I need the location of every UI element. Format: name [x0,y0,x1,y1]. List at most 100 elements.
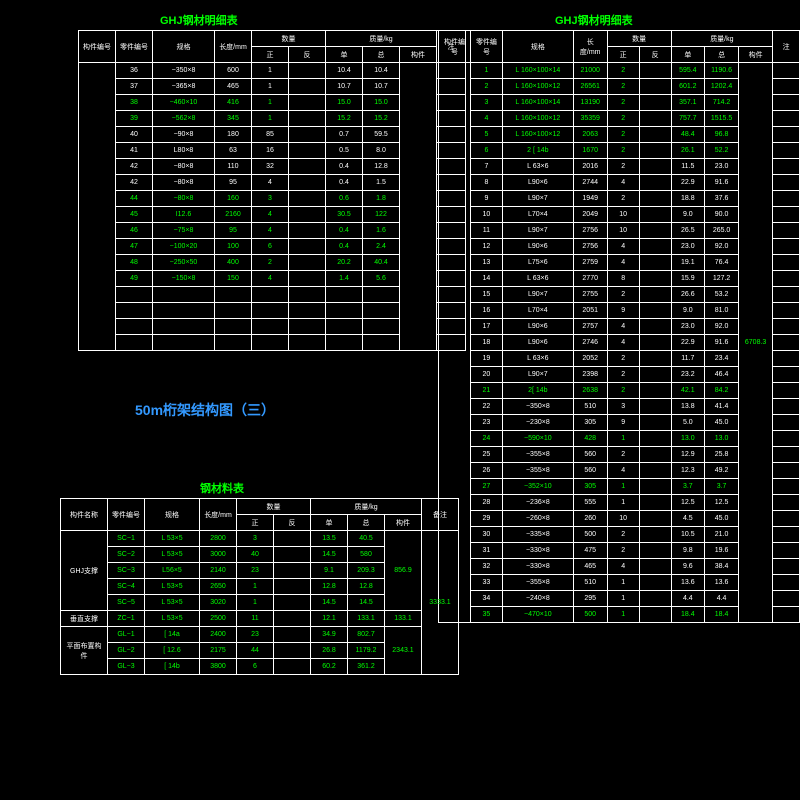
cell-n [274,611,311,627]
cell-u: 42.1 [671,383,704,399]
cell-spec: L70×4 [502,303,573,319]
cell-n [289,239,326,255]
cell-p: 4 [607,335,639,351]
cell-empty [289,287,326,303]
cell-len: 2400 [200,627,237,643]
cell-u: 11.7 [671,351,704,367]
cell-len: 150 [215,271,252,287]
cell-t: 3.7 [705,479,739,495]
cell-u: 0.4 [326,223,363,239]
cell-u: 3.7 [671,479,704,495]
cell-p: 2 [607,143,639,159]
cell-p: 1 [607,431,639,447]
cell-empty [363,319,400,335]
cell-len: 2755 [573,287,607,303]
cell-u: 4.4 [671,591,704,607]
cell-empty [153,319,215,335]
cell-id: 14 [470,271,502,287]
cell-spec: L90×7 [502,191,573,207]
cell-len: 35359 [573,111,607,127]
cell-n [289,63,326,79]
h-comp: 构件 [400,47,437,63]
cell-u: 18.8 [671,191,704,207]
h-length: 长度/mm [573,31,607,63]
cell-p: 16 [252,143,289,159]
cell-t: 46.4 [705,367,739,383]
cell-p: 4 [607,319,639,335]
cell-id: 39 [116,111,153,127]
cell-note [773,495,800,511]
cell-p: 4 [607,239,639,255]
cell-t: 1179.2 [348,643,385,659]
cell-p: 2 [252,255,289,271]
cell-spec: [ 14b [145,659,200,675]
cell-u: 12.5 [671,495,704,511]
cell-n [289,207,326,223]
cell-p: 85 [252,127,289,143]
cell-id: 16 [470,303,502,319]
cell-p: 4 [607,559,639,575]
cell-n [639,271,671,287]
table3-title: 钢材料表 [200,480,244,496]
cell-id: 20 [470,367,502,383]
cell-n [289,223,326,239]
cell-n [274,643,311,659]
cell-t: 53.2 [705,287,739,303]
cell-u: 5.0 [671,415,704,431]
cell-u: 595.4 [671,63,704,79]
cell-t: 12.8 [363,159,400,175]
h-total: 总 [348,515,385,531]
h-pos: 正 [237,515,274,531]
cell-spec: L 160×100×14 [502,63,573,79]
cell-note [773,175,800,191]
cell-spec: −230×8 [502,415,573,431]
cell-u: 23.0 [671,239,704,255]
cell-id: 49 [116,271,153,287]
cell-u: 14.5 [311,595,348,611]
h-component: 构件编号 [439,31,471,63]
cell-spec: −260×8 [502,511,573,527]
cell-spec: 2 [ 14b [502,143,573,159]
cell-spec: L56×5 [145,563,200,579]
cell-empty [116,319,153,335]
cell-note [773,367,800,383]
cell-n [274,531,311,547]
cell-t: 127.2 [705,271,739,287]
cell-n [289,79,326,95]
cell-t: 91.6 [705,335,739,351]
cell-empty [116,335,153,351]
cell-id: 11 [470,223,502,239]
cell-t: 41.4 [705,399,739,415]
cell-t: 12.5 [705,495,739,511]
cell-grand-total: 3333.1 [422,531,459,675]
cell-u: 1.4 [326,271,363,287]
table2: 构件编号 零件编号 规格 长度/mm 数量 质量/kg 注 正 反 单 总 构件… [438,30,800,623]
h-total: 总 [705,47,739,63]
cell-p: 9 [607,415,639,431]
cell-u: 0.5 [326,143,363,159]
cell-len: 305 [573,479,607,495]
cell-spec: −240×8 [502,591,573,607]
cell-p: 1 [237,595,274,611]
cell-p: 1 [252,95,289,111]
cell-n [274,579,311,595]
cell-group-name: 平面布置构件 [61,627,108,675]
cell-len: 2757 [573,319,607,335]
cell-len: 560 [573,463,607,479]
h-part: 零件编号 [108,499,145,531]
cell-p: 2 [607,111,639,127]
h-spec: 规格 [153,31,215,63]
cell-t: 1.8 [363,191,400,207]
cell-t: 45.0 [705,511,739,527]
cell-n [289,271,326,287]
h-weight: 质量/kg [671,31,773,47]
cell-note [773,575,800,591]
cell-len: 2744 [573,175,607,191]
cell-t: 4.4 [705,591,739,607]
cell-len: 2756 [573,239,607,255]
cell-len: 2063 [573,127,607,143]
h-total: 总 [363,47,400,63]
cell-pid: GL−1 [108,627,145,643]
cell-u: 12.3 [671,463,704,479]
cell-u: 26.1 [671,143,704,159]
